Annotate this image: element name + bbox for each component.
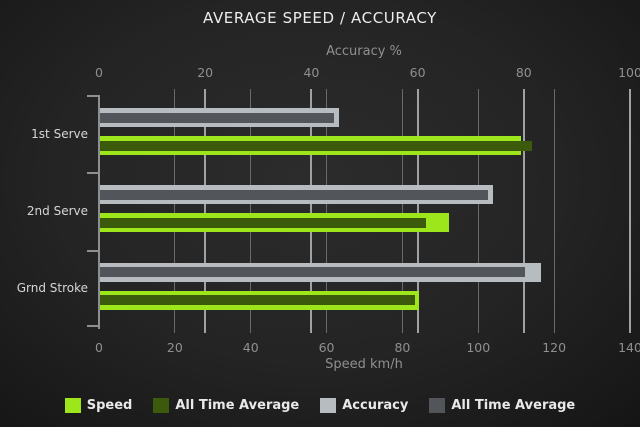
legend-label: Accuracy xyxy=(342,398,409,413)
bottom-axis-tick-label: 0 xyxy=(95,340,103,355)
top-axis-title: Accuracy % xyxy=(326,44,402,59)
bottom-axis-tick-label: 140 xyxy=(618,340,640,355)
speed-all-time-average-bar[interactable] xyxy=(100,217,427,228)
category-label: 1st Serve xyxy=(31,126,88,141)
category-axis-notch xyxy=(87,249,99,252)
legend-swatch xyxy=(320,398,337,413)
legend-item-speed[interactable]: Speed xyxy=(64,398,133,413)
category-axis-line xyxy=(98,95,100,329)
category-axis-notch xyxy=(87,172,99,175)
top-axis-tick-label: 40 xyxy=(303,65,320,80)
speed-all-time-average-bar[interactable] xyxy=(100,295,415,306)
legend-swatch xyxy=(153,398,170,413)
accuracy-all-time-average-bar[interactable] xyxy=(100,267,525,278)
top-axis-tick-label: 20 xyxy=(197,65,214,80)
bottom-axis-tick-label: 120 xyxy=(542,340,567,355)
accuracy-all-time-average-bar[interactable] xyxy=(100,189,488,200)
legend-swatch xyxy=(429,398,446,413)
bottom-axis-tick-label: 80 xyxy=(394,340,411,355)
top-axis-tick-label: 80 xyxy=(515,65,532,80)
legend-item-all-time-average[interactable]: All Time Average xyxy=(153,398,299,413)
bottom-axis-title: Speed km/h xyxy=(325,357,403,372)
category-axis-notch xyxy=(87,325,99,327)
speed-gridline xyxy=(401,89,403,333)
legend-swatch xyxy=(64,398,81,413)
top-axis-tick-label: 60 xyxy=(409,65,426,80)
category-label: Grnd Stroke xyxy=(16,281,88,296)
legend-item-all-time-average[interactable]: All Time Average xyxy=(429,398,575,413)
speed-gridline xyxy=(250,89,252,333)
top-axis-tick-label: 0 xyxy=(95,65,103,80)
speed-gridline xyxy=(477,89,479,333)
speed-gridline xyxy=(326,89,328,333)
legend-item-accuracy[interactable]: Accuracy xyxy=(320,398,408,413)
accuracy-gridline xyxy=(204,89,207,333)
speed-all-time-average-bar[interactable] xyxy=(100,140,533,151)
accuracy-gridline xyxy=(522,89,525,333)
legend-label: All Time Average xyxy=(175,398,300,413)
category-axis-notch xyxy=(87,95,99,97)
bottom-axis-tick-label: 40 xyxy=(242,340,259,355)
bottom-axis-tick-label: 60 xyxy=(318,340,335,355)
legend: Speed All Time Average Accuracy All Time Av… xyxy=(0,398,640,413)
accuracy-gridline xyxy=(310,89,313,333)
speed-gridline xyxy=(553,89,555,333)
accuracy-gridline xyxy=(416,89,419,333)
chart-title: AVERAGE SPEED / ACCURACY xyxy=(203,9,437,27)
bottom-axis-tick-label: 20 xyxy=(166,340,183,355)
accuracy-gridline xyxy=(629,89,631,333)
legend-label: Speed xyxy=(86,398,133,413)
accuracy-all-time-average-bar[interactable] xyxy=(100,112,334,123)
top-axis-tick-label: 100 xyxy=(618,65,640,80)
bottom-axis-tick-label: 100 xyxy=(466,340,491,355)
legend-label: All Time Average xyxy=(451,398,576,413)
speed-gridline xyxy=(174,89,176,333)
category-label: 2nd Serve xyxy=(26,204,88,218)
